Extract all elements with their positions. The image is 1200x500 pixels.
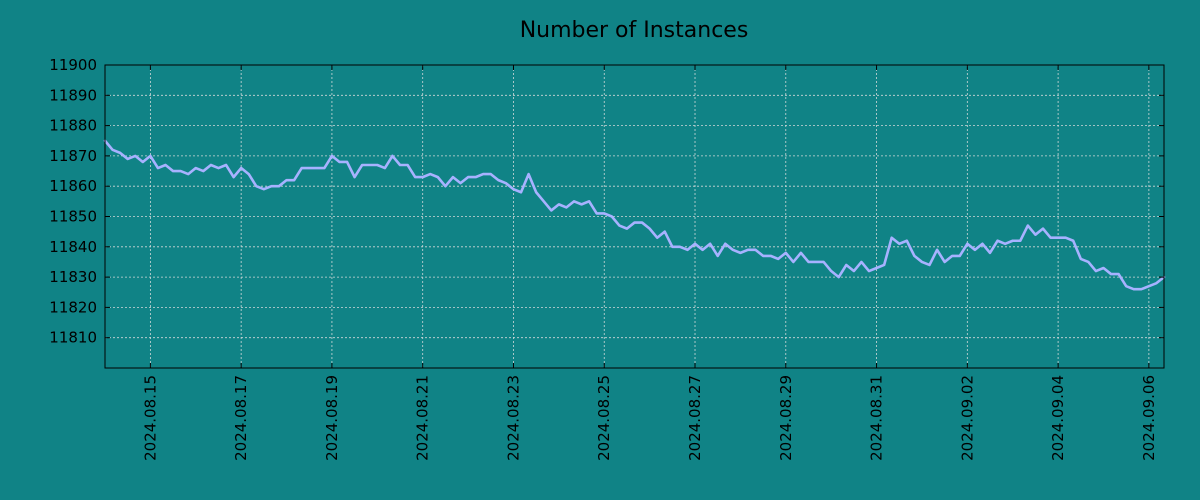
x-tick-label: 2024.08.23 (504, 375, 522, 461)
y-tick-label: 11900 (49, 56, 97, 74)
x-tick-label: 2024.08.31 (868, 375, 886, 461)
y-axis: 11810 11820 11830 11840 11850 11860 11870 11880… (49, 56, 1164, 347)
y-tick-label: 11890 (49, 86, 97, 104)
y-tick-label: 11810 (49, 329, 97, 347)
y-tick-label: 11850 (49, 208, 97, 226)
x-tick-label: 2024.08.17 (232, 375, 250, 461)
x-tick-label: 2024.09.06 (1140, 375, 1158, 461)
series-layer (103, 139, 1166, 291)
x-tick-label: 2024.08.21 (414, 375, 432, 461)
grid-lines (105, 64, 1164, 368)
series-line-0 (103, 139, 1166, 291)
x-tick-label: 2024.09.02 (958, 375, 976, 461)
y-tick-label: 11860 (49, 177, 97, 195)
y-tick-label: 11820 (49, 298, 97, 316)
x-tick-label: 2024.08.25 (595, 375, 613, 461)
x-tick-label: 2024.08.29 (777, 375, 795, 461)
y-tick-label: 11840 (49, 238, 97, 256)
x-tick-label: 2024.08.27 (686, 375, 704, 461)
x-tick-label: 2024.09.04 (1049, 375, 1067, 461)
y-tick-label: 11830 (49, 268, 97, 286)
chart-title: Number of Instances (520, 18, 749, 43)
y-tick-label: 11880 (49, 117, 97, 135)
x-axis: 2024.08.15 2024.08.17 2024.08.19 2024.08.21… (141, 65, 1158, 461)
x-tick-label: 2024.08.15 (141, 375, 159, 461)
y-tick-label: 11870 (49, 147, 97, 165)
x-tick-label: 2024.08.19 (323, 375, 341, 461)
